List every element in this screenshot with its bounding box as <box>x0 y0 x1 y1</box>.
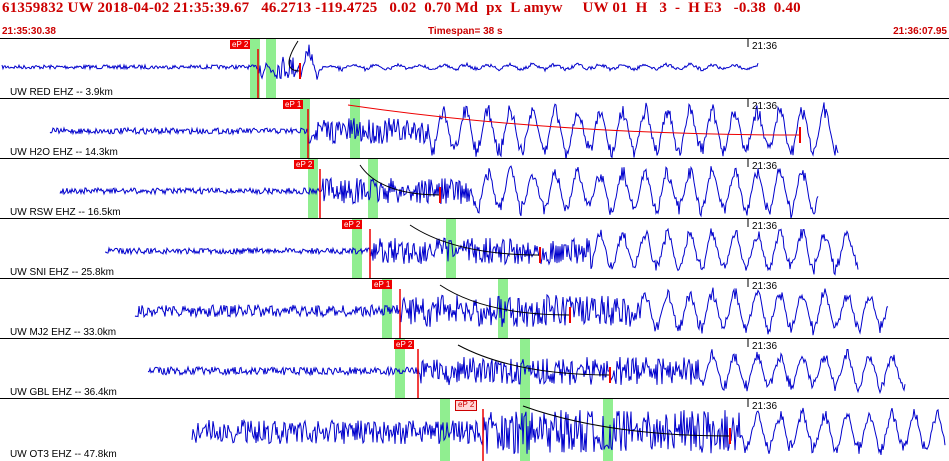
time-tick-rsw: 21:36 <box>752 161 778 172</box>
waveform-panel-gbl[interactable]: eP 2 21:36 UW GBL EHZ -- 36.4km <box>0 338 949 399</box>
waveform-panel-sni[interactable]: eP 2 21:36 UW SNI EHZ -- 25.8km <box>0 218 949 279</box>
window-band <box>266 39 276 99</box>
coda-decay-curve <box>347 104 801 136</box>
window-band <box>250 39 260 99</box>
timespan-label: Timespan= 38 s <box>428 26 503 37</box>
seismogram-mj2 <box>134 279 889 339</box>
waveform-panel-h2o[interactable]: eP 1 21:36 UW H2O EHZ -- 14.3km <box>0 98 949 159</box>
coda-decay-curve <box>359 164 441 196</box>
station-label-sni: UW SNI EHZ -- 25.8km <box>10 267 114 278</box>
station-label-rsw: UW RSW EHZ -- 16.5km <box>10 207 121 218</box>
coda-decay-curve <box>457 344 611 376</box>
waveform-trace <box>105 227 859 276</box>
pick-label-gbl[interactable]: eP 2 <box>394 340 415 349</box>
pick-label-mj2[interactable]: eP 1 <box>372 280 393 289</box>
time-tick-sni: 21:36 <box>752 221 778 232</box>
pick-label-sni[interactable]: eP 2 <box>342 220 363 229</box>
seismogram-ot3 <box>191 399 946 461</box>
station-label-red: UW RED EHZ -- 3.9km <box>10 87 113 98</box>
coda-decay-curve <box>439 284 571 316</box>
window-band <box>440 399 450 461</box>
seismogram-h2o <box>49 99 839 159</box>
seismogram-rsw <box>59 159 819 219</box>
event-summary-line: 61359832 UW 2018-04-02 21:35:39.67 46.27… <box>2 0 801 16</box>
station-label-gbl: UW GBL EHZ -- 36.4km <box>10 387 117 398</box>
window-band <box>352 219 362 279</box>
waveform-trace <box>1 44 759 80</box>
waveform-trace <box>191 407 946 455</box>
coda-decay-curve <box>409 224 541 256</box>
window-band <box>520 339 530 399</box>
waveform-trace <box>134 287 889 336</box>
station-label-h2o: UW H2O EHZ -- 14.3km <box>10 147 118 158</box>
station-label-mj2: UW MJ2 EHZ -- 33.0km <box>10 327 117 338</box>
seismogram-red <box>1 39 759 99</box>
waveform-panel-red[interactable]: eP 2 21:36 UW RED EHZ -- 3.9km <box>0 38 949 99</box>
waveform-panels: eP 2 21:36 UW RED EHZ -- 3.9km eP 1 21:3… <box>0 38 949 461</box>
start-time-label: 21:35:30.38 <box>2 26 56 37</box>
waveform-panel-ot3[interactable]: eP 2 21:36 UW OT3 EHZ -- 47.8km <box>0 398 949 461</box>
waveform-panel-mj2[interactable]: eP 1 21:36 UW MJ2 EHZ -- 33.0km <box>0 278 949 339</box>
time-tick-ot3: 21:36 <box>752 401 778 412</box>
time-tick-h2o: 21:36 <box>752 101 778 112</box>
seismogram-sni <box>105 219 859 279</box>
seismogram-gbl <box>147 339 906 399</box>
pick-label-h2o[interactable]: eP 1 <box>283 100 304 109</box>
waveform-panel-rsw[interactable]: eP 2 21:36 UW RSW EHZ -- 16.5km <box>0 158 949 219</box>
end-time-label: 21:36:07.95 <box>893 26 947 37</box>
window-band <box>603 399 613 461</box>
window-band <box>395 339 405 399</box>
time-tick-gbl: 21:36 <box>752 341 778 352</box>
window-band <box>300 99 310 159</box>
waveform-trace <box>59 165 819 219</box>
window-band <box>382 279 392 339</box>
event-header: 61359832 UW 2018-04-02 21:35:39.67 46.27… <box>0 0 949 37</box>
waveform-trace <box>49 102 839 159</box>
window-band <box>520 399 530 461</box>
waveform-trace <box>147 349 906 395</box>
window-band <box>368 159 378 219</box>
coda-decay-curve <box>522 405 731 437</box>
pick-label-red[interactable]: eP 2 <box>230 40 251 49</box>
pick-label-rsw[interactable]: eP 2 <box>294 160 315 169</box>
station-label-ot3: UW OT3 EHZ -- 47.8km <box>10 449 117 460</box>
time-tick-mj2: 21:36 <box>752 281 778 292</box>
pick-label-ot3[interactable]: eP 2 <box>455 400 478 411</box>
window-band <box>446 219 456 279</box>
time-tick-red: 21:36 <box>752 41 778 52</box>
coda-decay-curve <box>288 40 301 72</box>
